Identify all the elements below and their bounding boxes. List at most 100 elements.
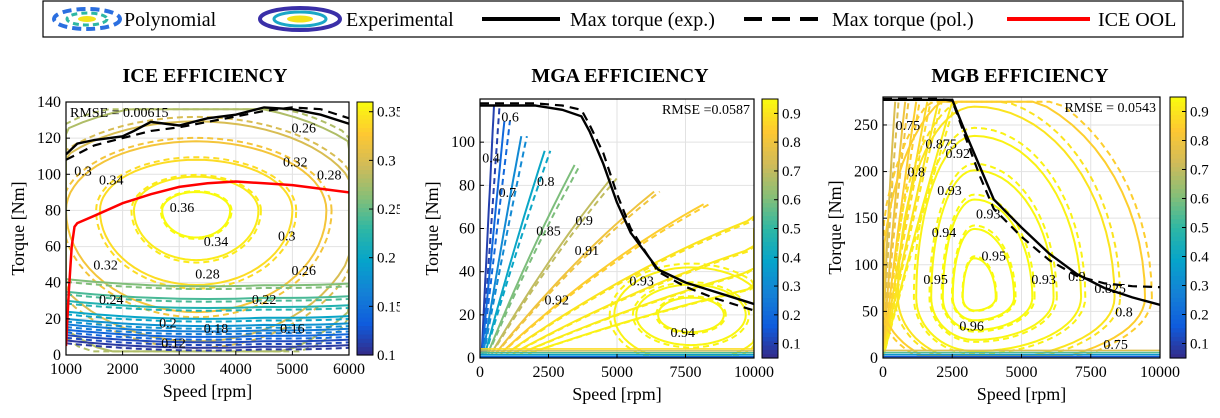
colorbar-step	[762, 198, 778, 204]
contour-line	[481, 120, 506, 354]
contour-line	[482, 136, 523, 354]
y-tick-label: 40	[459, 264, 475, 281]
colorbar: 0.1 0.15 0.2 0.25 0.3 0.35	[356, 101, 400, 364]
contour-line	[631, 281, 751, 349]
contour-label: 0.7	[499, 186, 517, 201]
colorbar-step	[1170, 153, 1186, 159]
y-axis-label: Torque [Nm]	[825, 180, 845, 274]
colorbar-tick-label: 0.3	[782, 279, 801, 295]
colorbar-step	[357, 300, 373, 305]
contour-label: 0.6	[501, 110, 519, 125]
contour-label: 0.85	[536, 225, 561, 240]
contour-line	[635, 283, 747, 347]
contour-label: 0.34	[204, 235, 229, 250]
y-tick-label: 100	[854, 257, 878, 274]
contour-label: 0.8	[907, 166, 925, 181]
colorbar-tick-label: 0.4	[782, 250, 801, 266]
colorbar-step	[762, 284, 778, 290]
contour-line	[613, 266, 754, 357]
contour-line	[928, 162, 1058, 343]
colorbar-step	[357, 350, 373, 356]
y-tick-label: 60	[459, 221, 475, 238]
contour-line	[66, 136, 333, 319]
contour-line	[940, 193, 1036, 333]
y-tick-label: 0	[53, 347, 61, 364]
colorbar-step	[762, 293, 778, 299]
contour-line	[494, 190, 655, 355]
colorbar-tick-label: 0.9	[1190, 105, 1209, 121]
colorbar-step	[357, 228, 373, 234]
contour-label: 0.4	[482, 151, 500, 166]
y-axis-label: Torque [Nm]	[422, 181, 442, 275]
colorbar-step	[1170, 336, 1186, 342]
chart-title: ICE EFFICIENCY	[122, 65, 288, 87]
colorbar-step	[1170, 323, 1186, 329]
chart-mgb-efficiency: MGB EFFICIENCY0.750.8750.80.920.930.930.…	[825, 65, 1209, 404]
contour-line	[951, 227, 1015, 322]
x-axis-label: Speed [rpm]	[163, 381, 252, 401]
legend: Polynomial Experimental Max torque (exp.…	[42, 0, 1184, 38]
contour-label: 0.12	[161, 336, 186, 351]
colorbar-step	[357, 312, 373, 318]
colorbar-tick-label: 0.3	[1190, 279, 1209, 295]
x-tick-label: 2000	[107, 361, 139, 378]
contour-line	[66, 120, 349, 343]
colorbar-step	[762, 310, 778, 316]
colorbar-step	[1170, 127, 1186, 133]
y-tick-label: 80	[45, 202, 61, 219]
colorbar-step	[357, 139, 373, 145]
x-tick-label: 10000	[734, 364, 774, 381]
colorbar-tick-label: 0.3	[377, 153, 396, 169]
contour-label: 0.34	[99, 174, 124, 189]
colorbar-step	[1170, 140, 1186, 146]
colorbar-tick-label: 0.1	[782, 337, 801, 353]
colorbar-step	[762, 314, 778, 320]
contour-label: 0.3	[278, 230, 296, 245]
colorbar-step	[762, 193, 778, 199]
contour-line	[657, 296, 725, 334]
colorbar-step	[1170, 184, 1186, 189]
colorbar-step	[357, 203, 373, 209]
contour-line	[512, 227, 754, 355]
colorbar-step	[1170, 205, 1186, 211]
colorbar-step	[1170, 349, 1186, 355]
colorbar-step	[357, 207, 373, 213]
legend-label-max-torque-exp: Max torque (exp.)	[570, 9, 715, 31]
colorbar-tick-label: 0.4	[1190, 250, 1209, 266]
y-tick-label: 0	[467, 350, 475, 367]
legend-label-polynomial: Polynomial	[124, 9, 217, 31]
colorbar-step	[357, 232, 373, 238]
colorbar-step	[357, 342, 373, 348]
colorbar-tick-label: 0.7	[782, 164, 801, 180]
colorbar-step	[762, 137, 778, 143]
colorbar-step	[1170, 227, 1186, 233]
colorbar-step	[762, 124, 778, 130]
colorbar-tick-label: 0.8	[782, 135, 801, 151]
y-tick-label: 80	[459, 177, 475, 194]
colorbar-step	[1170, 292, 1186, 298]
colorbar-step	[762, 211, 778, 217]
colorbar-step	[357, 131, 373, 137]
colorbar-step	[762, 185, 778, 191]
contour-label: 0.24	[99, 293, 124, 308]
contour-line	[66, 310, 349, 320]
x-tick-label: 1000	[50, 361, 82, 378]
polynomial-swatch-inner	[78, 16, 96, 22]
contour-line	[161, 190, 232, 239]
contour-line	[915, 134, 1083, 353]
legend-item-ice-ool: ICE OOL	[1007, 9, 1176, 31]
contour-line	[66, 334, 349, 344]
colorbar-step	[357, 186, 373, 192]
colorbar-step	[1170, 288, 1186, 294]
contour-label: 0.93	[1031, 273, 1056, 288]
colorbar-step	[357, 211, 373, 217]
colorbar-step	[357, 224, 373, 230]
contour-label: 0.18	[204, 322, 229, 337]
chart-title: MGA EFFICIENCY	[531, 65, 709, 87]
colorbar-step	[762, 181, 778, 186]
contour-line	[883, 101, 921, 358]
colorbar-step	[1170, 257, 1186, 263]
colorbar-step	[357, 266, 373, 272]
y-tick-label: 20	[45, 311, 61, 328]
colorbar-step	[357, 106, 373, 112]
